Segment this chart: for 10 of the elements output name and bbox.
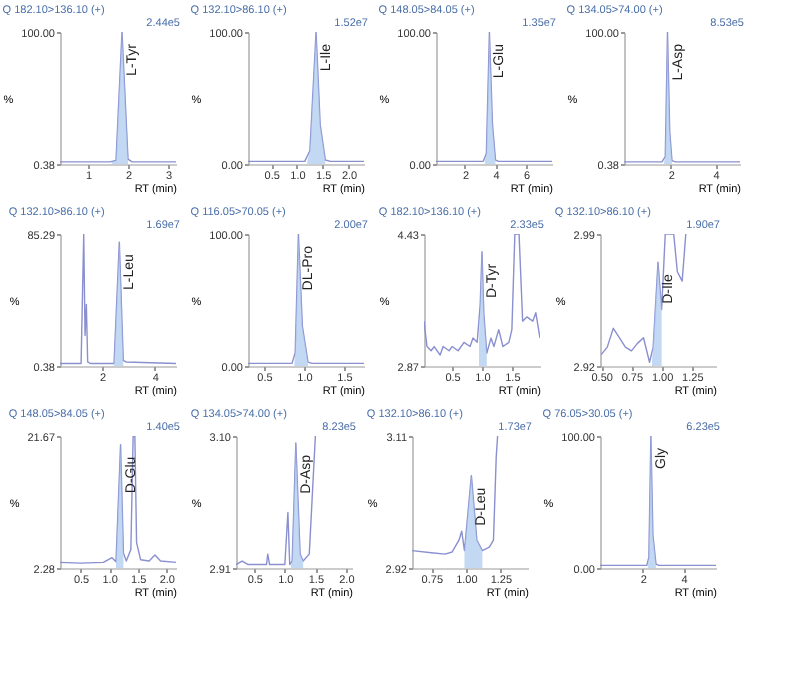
line-series xyxy=(600,234,687,363)
line-series xyxy=(412,436,499,555)
line-series xyxy=(60,234,176,365)
line-series xyxy=(600,436,716,567)
line-series xyxy=(248,32,364,163)
line-series xyxy=(424,234,540,356)
line-series xyxy=(60,32,176,163)
line-series xyxy=(60,436,176,564)
line-series xyxy=(248,234,364,365)
line-series xyxy=(436,32,552,163)
